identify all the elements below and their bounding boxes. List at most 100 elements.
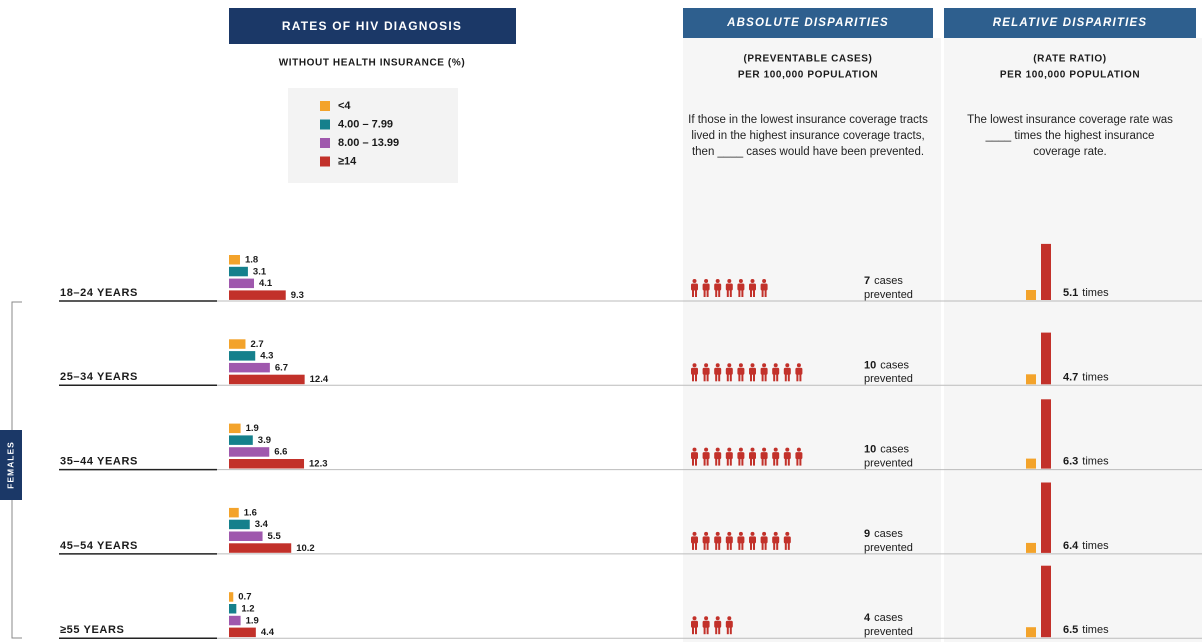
case-unit: cases bbox=[880, 359, 909, 371]
icon-leg bbox=[784, 457, 787, 466]
bar bbox=[229, 543, 292, 553]
person-icon bbox=[714, 531, 722, 550]
base-square bbox=[1026, 458, 1036, 469]
bar bbox=[229, 351, 256, 361]
icon-leg bbox=[796, 457, 799, 466]
ratio-number: 6.3 bbox=[1063, 456, 1078, 468]
icon-body bbox=[749, 536, 756, 544]
icon-leg bbox=[726, 626, 729, 635]
icon-body bbox=[725, 367, 733, 375]
icon-head bbox=[715, 363, 720, 368]
person-icon bbox=[783, 363, 791, 382]
icon-leg bbox=[715, 541, 718, 550]
bar bbox=[229, 507, 239, 518]
icon-head bbox=[727, 531, 732, 536]
icon-head bbox=[704, 616, 709, 621]
value-label: 3.4 bbox=[255, 519, 269, 530]
icon-leg bbox=[706, 626, 709, 635]
icon-body bbox=[737, 536, 745, 544]
person-icon bbox=[749, 279, 756, 297]
value-label: 1.6 bbox=[244, 507, 257, 518]
person-icon bbox=[783, 447, 791, 466]
icon-body bbox=[714, 452, 722, 460]
ratio-label: 6.3 times bbox=[1063, 456, 1109, 468]
case-number: 4 bbox=[864, 612, 871, 624]
case-unit: cases bbox=[880, 444, 909, 456]
bar bbox=[229, 519, 250, 530]
icon-leg bbox=[715, 373, 718, 382]
ratio-unit: times bbox=[1082, 287, 1109, 299]
icon-head bbox=[704, 279, 709, 283]
icon-leg bbox=[750, 373, 752, 382]
person-icon bbox=[725, 531, 733, 550]
icon-leg bbox=[692, 626, 694, 635]
icon-leg bbox=[761, 457, 764, 466]
ratio-label: 6.5 times bbox=[1063, 624, 1109, 636]
icon-head bbox=[727, 363, 732, 368]
legend-swatch bbox=[320, 119, 330, 130]
icon-head bbox=[692, 616, 697, 621]
icon-head bbox=[738, 447, 743, 452]
value-label: 0.7 bbox=[238, 592, 251, 603]
bar bbox=[229, 362, 270, 373]
icon-body bbox=[772, 452, 780, 460]
person-icon bbox=[795, 447, 803, 466]
icon-body bbox=[702, 452, 710, 460]
person-icon bbox=[691, 363, 698, 382]
value-label: 5.5 bbox=[268, 531, 282, 542]
person-icon bbox=[714, 279, 722, 297]
case-unit: cases bbox=[874, 275, 903, 287]
icon-leg bbox=[773, 457, 776, 466]
icon-head bbox=[738, 279, 743, 283]
person-icon bbox=[783, 531, 791, 550]
icon-leg bbox=[692, 289, 694, 297]
icon-body bbox=[772, 367, 780, 375]
bar bbox=[229, 423, 241, 434]
person-icon bbox=[725, 447, 733, 466]
icon-body bbox=[702, 620, 710, 628]
icon-leg bbox=[695, 289, 697, 297]
icon-head bbox=[715, 616, 720, 621]
value-label: 10.2 bbox=[296, 543, 315, 554]
panel bbox=[944, 38, 1202, 642]
person-icon bbox=[760, 363, 768, 382]
icon-body bbox=[760, 452, 768, 460]
icon-leg bbox=[706, 373, 709, 382]
icon-body bbox=[737, 452, 745, 460]
ratio-unit: times bbox=[1082, 540, 1109, 552]
icon-head bbox=[727, 447, 732, 452]
person-icon bbox=[749, 447, 756, 466]
icon-leg bbox=[718, 541, 721, 550]
icon-leg bbox=[715, 289, 718, 297]
ratio-number: 6.5 bbox=[1063, 624, 1078, 636]
icon-leg bbox=[799, 373, 802, 382]
icon-head bbox=[762, 447, 767, 452]
icon-leg bbox=[796, 373, 799, 382]
icon-body bbox=[702, 367, 710, 375]
icon-leg bbox=[729, 373, 732, 382]
icon-body bbox=[783, 452, 791, 460]
icon-head bbox=[692, 531, 697, 536]
icon-leg bbox=[750, 457, 752, 466]
value-label: 1.8 bbox=[245, 255, 258, 266]
icon-head bbox=[785, 447, 790, 452]
icon-head bbox=[750, 447, 755, 452]
icon-leg bbox=[773, 541, 776, 550]
person-icon bbox=[725, 616, 733, 635]
icon-leg bbox=[718, 457, 721, 466]
ratio-unit: times bbox=[1082, 624, 1109, 636]
icon-leg bbox=[738, 541, 741, 550]
icon-leg bbox=[741, 457, 744, 466]
icon-body bbox=[749, 452, 756, 460]
icon-leg bbox=[703, 457, 706, 466]
group-box bbox=[0, 430, 22, 500]
ratio-label: 4.7 times bbox=[1063, 371, 1109, 383]
ratio-unit: times bbox=[1082, 456, 1109, 468]
case-unit: prevented bbox=[864, 542, 913, 554]
value-label: 1.9 bbox=[246, 615, 259, 626]
title: RELATIVE DISPARITIES bbox=[993, 17, 1148, 29]
icon-head bbox=[738, 363, 743, 368]
ratio-bar bbox=[1041, 399, 1051, 469]
icon-head bbox=[762, 279, 767, 283]
